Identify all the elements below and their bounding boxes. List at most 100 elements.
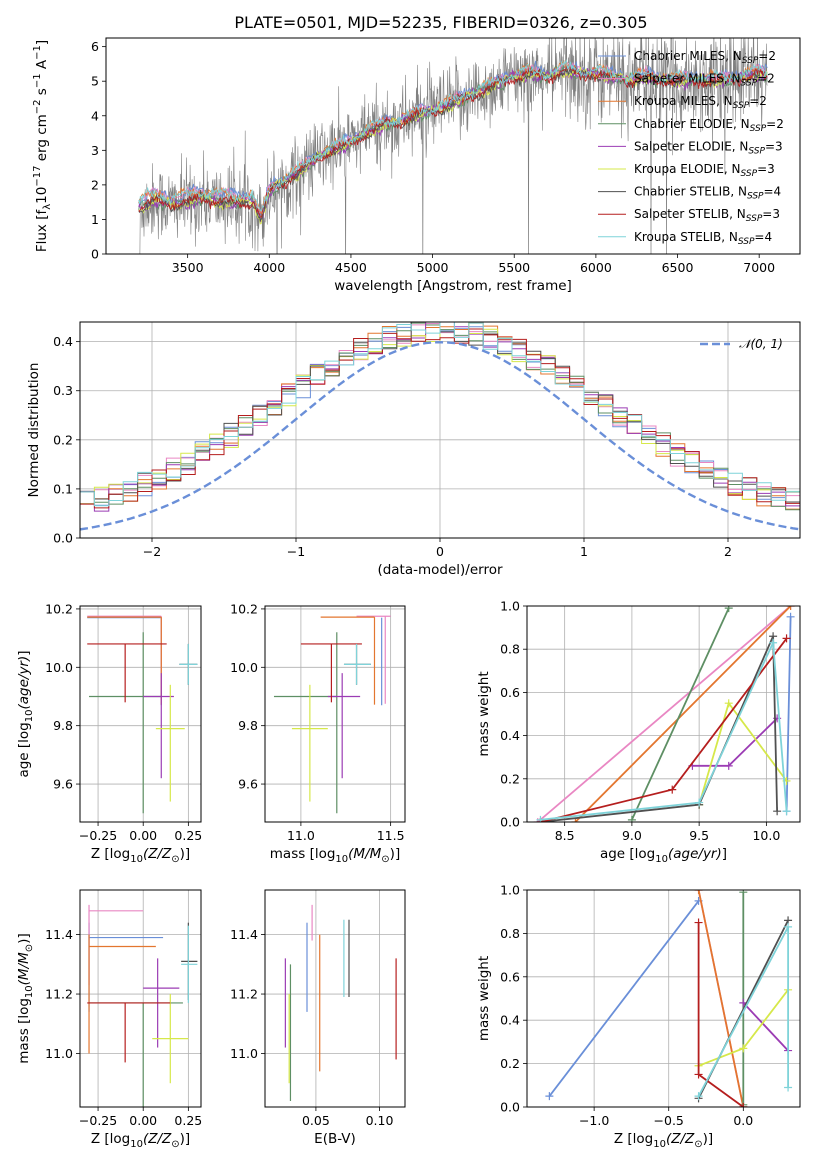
mass_vs_Z-errorbar-3 — [88, 934, 156, 1054]
legend-entry-6: Kroupa ELODIE, NSSP=3 — [634, 162, 775, 179]
massweight_vs_age-y-tick-label: 0.0 — [500, 815, 520, 830]
massweight_vs_age-marker-9 — [536, 815, 545, 822]
massweight_vs_age-line-3 — [574, 606, 792, 822]
spectrum-x-tick-label: 4000 — [253, 260, 285, 275]
spectrum-y-tick-label: 3 — [91, 143, 99, 158]
legend-entry-2: Salpeter MILES, NSSP=2 — [634, 72, 775, 89]
age_vs_mass-errorbar-4 — [273, 632, 338, 814]
residuals-x-tick-label: 0 — [436, 544, 444, 559]
massweight_vs_Z-y-tick-label: 0.4 — [500, 1013, 520, 1028]
massweight_vs_age-axes: 8.5 9.0 9.5 10.0 0.0 0.2 0.4 0.6 0.8 1.0 — [500, 599, 800, 843]
mass_vs_Z-errorbar-1 — [88, 922, 164, 1012]
massweight_vs_Z-marker-9 — [694, 1092, 703, 1101]
mass_vs_ebv-x-tick-label: 0.05 — [302, 1113, 330, 1128]
mass_vs_ebv-x-label: E(B-V) — [314, 1131, 356, 1147]
spectrum-y-tick-label: 6 — [91, 39, 99, 54]
residuals-x-label: (data-model)/error — [377, 562, 503, 578]
age_vs_Z-y-tick-label: 10.0 — [45, 660, 73, 675]
massweight_vs_age-marker-1 — [786, 612, 795, 621]
massweight_vs_age-marker-6 — [724, 699, 733, 708]
spectrum-x-label: wavelength [Angstrom, rest frame] — [334, 278, 572, 294]
massweight_vs_Z-x-tick-label: −1.0 — [579, 1113, 609, 1128]
age_vs_mass-errorbar-5 — [327, 673, 361, 779]
mass_vs_ebv-axes: 0.05 0.10 11.0 11.2 11.4 — [230, 890, 405, 1128]
spectrum-x-tick-label: 6000 — [580, 260, 612, 275]
massweight_vs_Z-marker-8 — [694, 918, 703, 927]
spectrum-axes: 3500 4000 4500 5000 5500 6000 6500 7000 0 1 2 3 4 5 6 — [91, 39, 775, 275]
mass_vs_ebv-frame — [264, 889, 406, 1108]
mass_vs_ebv-y-tick-label: 11.0 — [230, 1046, 258, 1061]
age_vs_mass-plot-area — [273, 615, 391, 814]
residuals-y-label: Normed distribution — [26, 363, 42, 498]
residuals-x-tick-label: −1 — [287, 544, 305, 559]
massweight_vs_age-x-label: age [log10(age/yr)] — [600, 846, 727, 865]
residual-histogram-9 — [80, 322, 800, 509]
mass_vs_Z-errorbar-9 — [181, 925, 198, 1003]
age_vs_Z-y-tick-label: 9.6 — [53, 777, 73, 792]
age_vs_mass-axes: 11.0 11.5 9.6 9.8 10.0 10.2 — [230, 601, 405, 843]
massweight_vs_age-marker-8 — [782, 634, 791, 643]
massweight_vs_age-x-tick-label: 8.5 — [555, 828, 575, 843]
massweight_vs_age-marker-7 — [773, 807, 782, 816]
legend-entry-4: Chabrier ELODIE, NSSP=2 — [634, 117, 784, 134]
legend-entry-3: Kroupa MILES, NSSP=2 — [634, 94, 767, 111]
age_vs_Z-errorbar-6 — [155, 684, 185, 802]
spectrum-x-tick-label: 5500 — [498, 260, 530, 275]
massweight_vs_age-line-7 — [540, 635, 778, 822]
age_vs_mass-y-tick-label: 10.0 — [230, 660, 258, 675]
age_vs_mass-x-tick-label: 11.0 — [287, 828, 315, 843]
spectrum-x-tick-label: 6500 — [662, 260, 694, 275]
massweight_vs_age-x-tick-label: 9.5 — [689, 828, 709, 843]
massweight_vs_age-marker-5 — [724, 761, 733, 770]
spectrum-legend: Chabrier MILES, NSSP=2 Salpeter MILES, NS… — [598, 49, 784, 247]
massweight_vs_age-marker-9 — [782, 807, 791, 816]
mass_vs_Z-y-tick-label: 11.0 — [45, 1046, 73, 1061]
age_vs_mass-y-tick-label: 9.6 — [238, 777, 258, 792]
residuals-y-tick-label: 0.0 — [53, 531, 73, 546]
massweight_vs_Z-line-1 — [548, 900, 700, 1097]
age_vs_mass-y-tick-label: 9.8 — [238, 718, 258, 733]
spectrum-x-tick-label: 4500 — [335, 260, 367, 275]
residual-histogram-8 — [80, 328, 800, 509]
age_vs_mass-errorbar-9 — [343, 643, 371, 685]
mass_vs_Z-y-tick-label: 11.4 — [45, 927, 73, 942]
mass_vs_Z-y-tick-label: 11.2 — [45, 987, 73, 1002]
spectrum-x-tick-label: 3500 — [172, 260, 204, 275]
spectrum-x-tick-label: 7000 — [743, 260, 775, 275]
massweight_vs_Z-line-3 — [697, 890, 745, 1107]
massweight_vs_Z-frame — [526, 889, 801, 1108]
age_vs_Z-x-tick-label: 0.25 — [174, 828, 202, 843]
mass_vs_Z-x-label: Z [log10(Z/Z⊙)] — [91, 1131, 190, 1150]
massweight_vs_Z-marker-1 — [545, 1092, 554, 1101]
massweight_vs_Z-marker-3 — [694, 890, 703, 894]
mass_vs_ebv-y-tick-label: 11.2 — [230, 987, 258, 1002]
legend-entry-1: Chabrier MILES, NSSP=2 — [634, 49, 776, 66]
normal-reference-curve — [80, 340, 800, 531]
massweight_vs_Z-y-label: mass weight — [476, 956, 492, 1041]
massweight_vs_age-y-tick-label: 0.4 — [500, 728, 520, 743]
mass_vs_Z-x-tick-label: 0.25 — [174, 1113, 202, 1128]
massweight_vs_Z-y-tick-label: 0.2 — [500, 1056, 520, 1071]
age_vs_mass-errorbar-3 — [320, 616, 376, 705]
spectrum-model-line-9 — [138, 58, 768, 212]
residuals-axes: −2 −1 0 1 2 0.0 0.1 0.2 0.3 0.4 — [53, 322, 800, 559]
residuals-y-tick-label: 0.3 — [53, 383, 73, 398]
residuals-y-tick-label: 0.1 — [53, 481, 73, 496]
massweight_vs_Z-marker-8 — [739, 1103, 748, 1107]
massweight_vs_age-y-tick-label: 1.0 — [500, 599, 520, 614]
massweight_vs_age-marker-4 — [724, 606, 733, 613]
massweight_vs_Z-marker-8 — [694, 1070, 703, 1079]
massweight_vs_age-plot-area — [533, 606, 795, 822]
mass_vs_ebv-plot-area — [284, 904, 397, 1102]
age_vs_Z-frame — [79, 605, 202, 823]
massweight_vs_age-y-label: mass weight — [476, 671, 492, 756]
massweight_vs_Z-y-tick-label: 0.6 — [500, 969, 520, 984]
residuals-x-tick-label: 1 — [580, 544, 588, 559]
massweight_vs_Z-plot-area — [545, 890, 793, 1107]
massweight_vs_age-line-1 — [785, 616, 792, 812]
residuals-y-tick-label: 0.4 — [53, 334, 73, 349]
spectrum-y-tick-label: 0 — [91, 247, 99, 262]
massweight_vs_Z-marker-4 — [739, 890, 748, 897]
mass_vs_Z-errorbar-2 — [88, 904, 144, 986]
massweight_vs_age-marker-9 — [695, 798, 704, 807]
